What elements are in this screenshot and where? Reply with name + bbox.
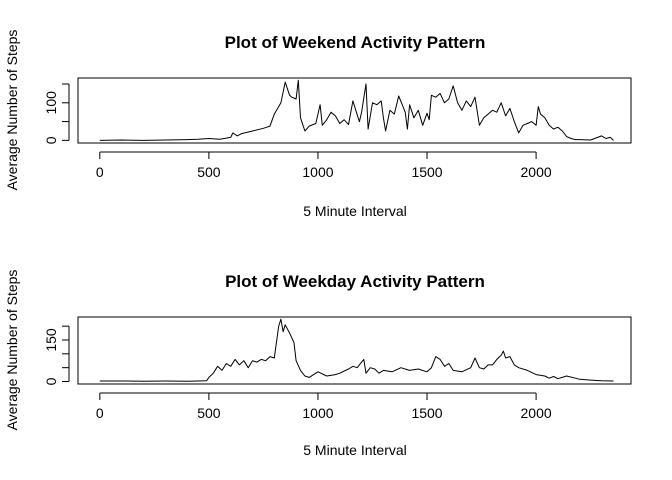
x-tick-label: 500 [197, 405, 221, 421]
x-tick-label: 1000 [302, 164, 333, 180]
plot-frame [77, 316, 632, 385]
x-tick-label: 1500 [411, 164, 442, 180]
x-tick-label: 0 [96, 164, 104, 180]
x-tick-label: 0 [96, 405, 104, 421]
x-axis-label: 5 Minute Interval [303, 442, 407, 458]
chart-title: Plot of Weekend Activity Pattern [225, 33, 486, 52]
x-tick-label: 500 [197, 164, 221, 180]
weekday-panel: Plot of Weekday Activity Pattern 5 Minut… [4, 270, 632, 458]
plot-frame [77, 77, 632, 144]
y-axis-label: Average Number of Steps [4, 270, 20, 431]
y-axis-label: Average Number of Steps [4, 30, 20, 191]
x-tick-label: 1500 [411, 405, 442, 421]
chart-title: Plot of Weekday Activity Pattern [225, 272, 485, 291]
weekend-panel: Plot of Weekend Activity Pattern 5 Minut… [4, 30, 632, 219]
y-tick-label: 0 [43, 136, 59, 144]
x-tick-label: 2000 [521, 405, 552, 421]
x-tick-label: 1000 [302, 405, 333, 421]
weekday-marks: 0 500 1000 1500 2000 0 150 [43, 316, 632, 421]
y-tick-label: 0 [43, 377, 59, 385]
x-tick-label: 2000 [521, 164, 552, 180]
series-line [99, 318, 614, 382]
y-tick-label: 150 [43, 328, 59, 352]
series-line [99, 79, 614, 141]
y-tick-label: 100 [43, 91, 59, 115]
x-axis-label: 5 Minute Interval [303, 203, 407, 219]
weekend-marks: 0 500 1000 1500 2000 0 100 [43, 77, 632, 180]
